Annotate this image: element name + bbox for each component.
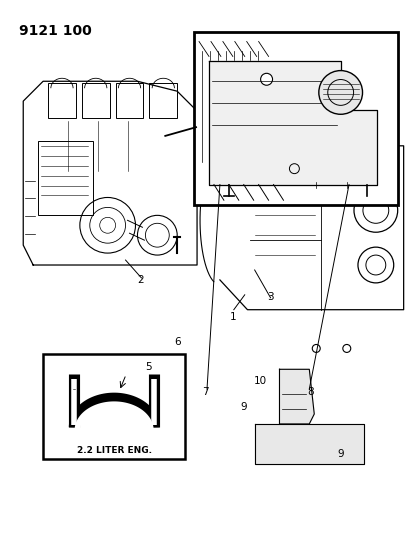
Text: 1: 1: [229, 312, 236, 321]
Text: 9: 9: [338, 449, 344, 459]
Text: 8: 8: [307, 387, 314, 397]
Circle shape: [343, 344, 351, 352]
Text: 7: 7: [202, 387, 208, 397]
Polygon shape: [23, 81, 197, 265]
Bar: [115, 83, 143, 118]
Polygon shape: [220, 146, 404, 310]
Polygon shape: [209, 61, 377, 184]
Bar: [43, 354, 185, 459]
Bar: [38, 141, 93, 215]
Circle shape: [343, 74, 355, 85]
Text: 9: 9: [240, 402, 247, 412]
Bar: [149, 83, 177, 118]
Text: 3: 3: [267, 292, 274, 302]
Text: 9121 100: 9121 100: [19, 23, 92, 38]
Bar: [289, 146, 329, 171]
Polygon shape: [255, 424, 364, 464]
Text: 10: 10: [254, 376, 267, 386]
Text: 2: 2: [137, 275, 144, 285]
Text: 6: 6: [174, 337, 180, 348]
Text: 2.2 LITER ENG.: 2.2 LITER ENG.: [76, 446, 152, 455]
Circle shape: [312, 344, 320, 352]
Circle shape: [319, 70, 363, 114]
Circle shape: [261, 74, 272, 85]
Text: 5: 5: [145, 362, 152, 373]
Bar: [194, 31, 398, 205]
Bar: [48, 83, 76, 118]
Polygon shape: [279, 369, 314, 424]
Bar: [82, 83, 110, 118]
